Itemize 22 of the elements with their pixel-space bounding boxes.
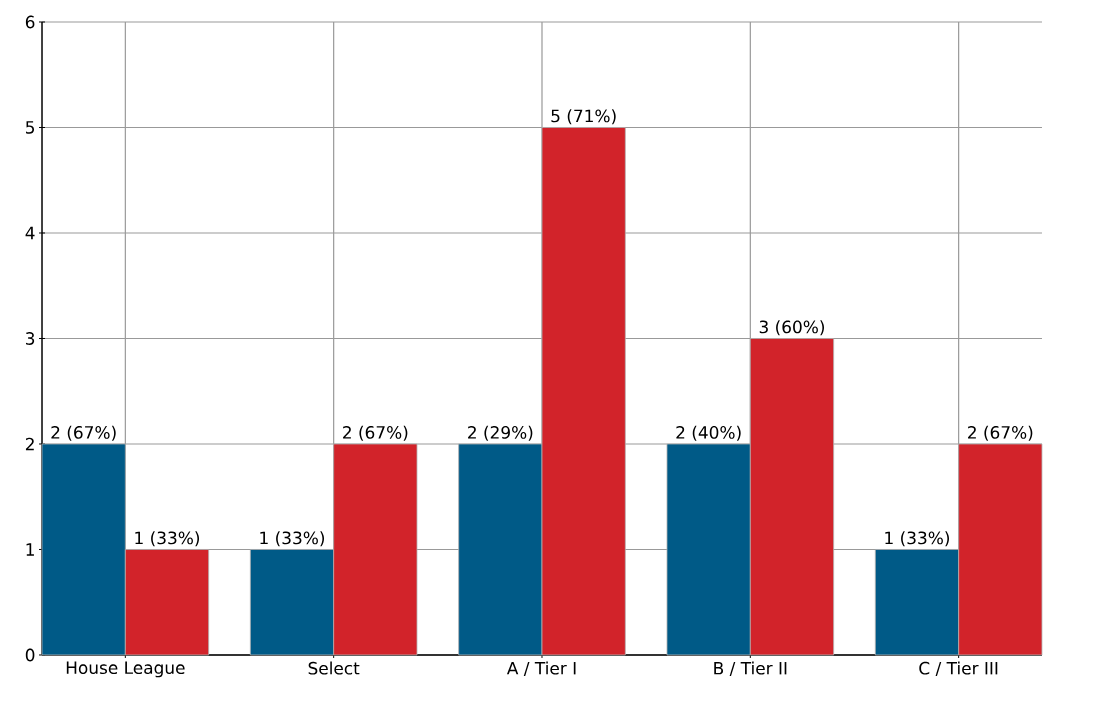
y-tick-label: 3 [26,332,35,345]
x-tick-label: A / Tier I [506,661,576,676]
data-label: 2 (67%) [51,425,116,441]
y-tick-label: 1 [26,543,34,556]
data-label: 1 (33%) [885,531,949,547]
data-label: 2 (40%) [676,425,741,441]
y-tick-label: 0 [25,648,35,662]
data-label: 5 (71%) [551,109,616,125]
x-tick-label: B / Tier II [714,661,787,676]
x-tick-label: C / Tier III [919,661,998,676]
data-label: 1 (33%) [260,531,325,547]
y-tick-label: 5 [26,121,35,134]
y-tick-label: 6 [25,15,35,29]
y-tick-label: 4 [25,226,35,240]
x-tick-label: Select [308,661,360,675]
data-label: 1 (33%) [135,531,200,547]
data-label: 3 (60%) [759,320,825,336]
data-label: 2 (67%) [343,425,408,441]
x-tick-label: House League [66,661,185,678]
data-label: 2 (29%) [468,425,533,441]
data-label: 2 (67%) [968,425,1033,441]
y-tick-label: 2 [25,437,34,451]
